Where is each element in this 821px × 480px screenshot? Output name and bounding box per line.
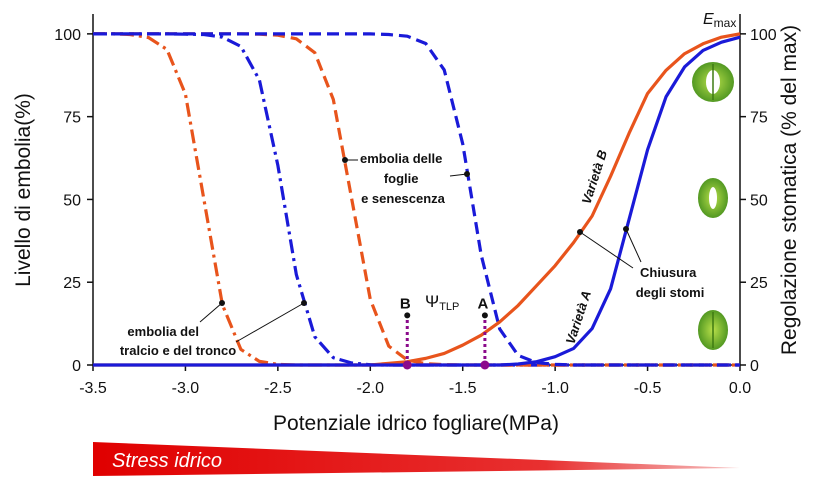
annotation-line: e senescenza	[361, 191, 446, 206]
leader-dot	[342, 157, 348, 163]
y-tick-label: 0	[72, 358, 81, 375]
leader-dot	[623, 226, 629, 232]
annotation-foglie: embolia delle foglie e senescenza	[360, 151, 446, 206]
y-tick-label: 25	[63, 275, 81, 292]
y2-tick-label: 75	[750, 110, 768, 127]
annotation-stomi: Chiusura degli stomi	[636, 265, 705, 300]
tlp-marker-base	[402, 360, 412, 370]
tlp-marker-base	[480, 360, 490, 370]
x-tick-label: -0.5	[634, 380, 662, 397]
leader-dot	[464, 171, 470, 177]
plot-area: -3.5 -3.0 -2.5 -2.0 -1.5 -1.0 -0.5 0.0 0 25 50 75 10…	[54, 14, 777, 397]
emax-symbol: E	[703, 11, 714, 28]
variety-a-label: Varietà A	[563, 289, 594, 346]
y-axis-title: Livello di embolia(%)	[12, 93, 35, 287]
psi-symbol: Ψ	[425, 292, 439, 311]
banner-label: Stress idrico	[112, 450, 222, 472]
annotation-line: degli stomi	[636, 285, 705, 300]
y2-axis-title: Regolazione stomatica (% del max)	[778, 25, 801, 355]
tlp-marker-label: B	[400, 295, 411, 312]
tlp-marker-top	[404, 312, 411, 319]
stress-banner	[93, 442, 740, 476]
y2-tick-label: 100	[750, 27, 777, 44]
x-axis-title: Potenziale idrico fogliare(MPa)	[273, 412, 559, 435]
x-tick-label: -3.5	[79, 380, 107, 397]
annotation-line: foglie	[384, 171, 419, 186]
y2-tick-label: 25	[750, 275, 768, 292]
leader-line	[235, 302, 305, 343]
x-tick-label: -1.5	[449, 380, 477, 397]
y2-tick-label: 50	[750, 192, 768, 209]
series-line	[93, 35, 741, 367]
x-tick-label: -2.5	[264, 380, 292, 397]
y-tick-label: 75	[63, 110, 81, 127]
x-tick-label: -3.0	[172, 380, 200, 397]
annotation-line: embolia del	[127, 324, 199, 339]
annotation-line: tralcio e del tronco	[120, 343, 236, 358]
y-tick-label: 50	[63, 192, 81, 209]
leader-line	[625, 228, 642, 263]
annotation-line: Chiusura	[640, 265, 697, 280]
x-tick-label: 0.0	[729, 380, 751, 397]
leader-dot	[301, 300, 307, 306]
y-tick-label: 100	[54, 27, 81, 44]
emax-subscript: max	[714, 16, 737, 30]
annotations: embolia del tralcio e del tronco embolia…	[120, 11, 737, 358]
leader-line	[199, 302, 223, 323]
annotation-tralcio: embolia del tralcio e del tronco	[120, 324, 236, 358]
emax-label: Emax	[703, 11, 736, 30]
psi-subscript: TLP	[439, 301, 459, 313]
variety-b-label: Varietà B	[579, 148, 611, 206]
y2-tick-label: 0	[750, 358, 759, 375]
tlp-marker-top	[481, 312, 488, 319]
x-tick-label: -1.0	[541, 380, 569, 397]
leader-dot	[219, 300, 225, 306]
leader-line	[579, 231, 634, 269]
stomata-icon-open	[692, 62, 734, 102]
annotation-line: embolia delle	[360, 151, 442, 166]
series-line	[93, 32, 740, 367]
stomata-icon-closed	[698, 310, 728, 350]
tlp-marker-label: A	[477, 295, 488, 312]
stomata-icon-half	[698, 178, 728, 218]
leader-dot	[577, 229, 583, 235]
psi-tlp-label: ΨTLP	[425, 292, 459, 313]
x-tick-label: -2.0	[356, 380, 384, 397]
